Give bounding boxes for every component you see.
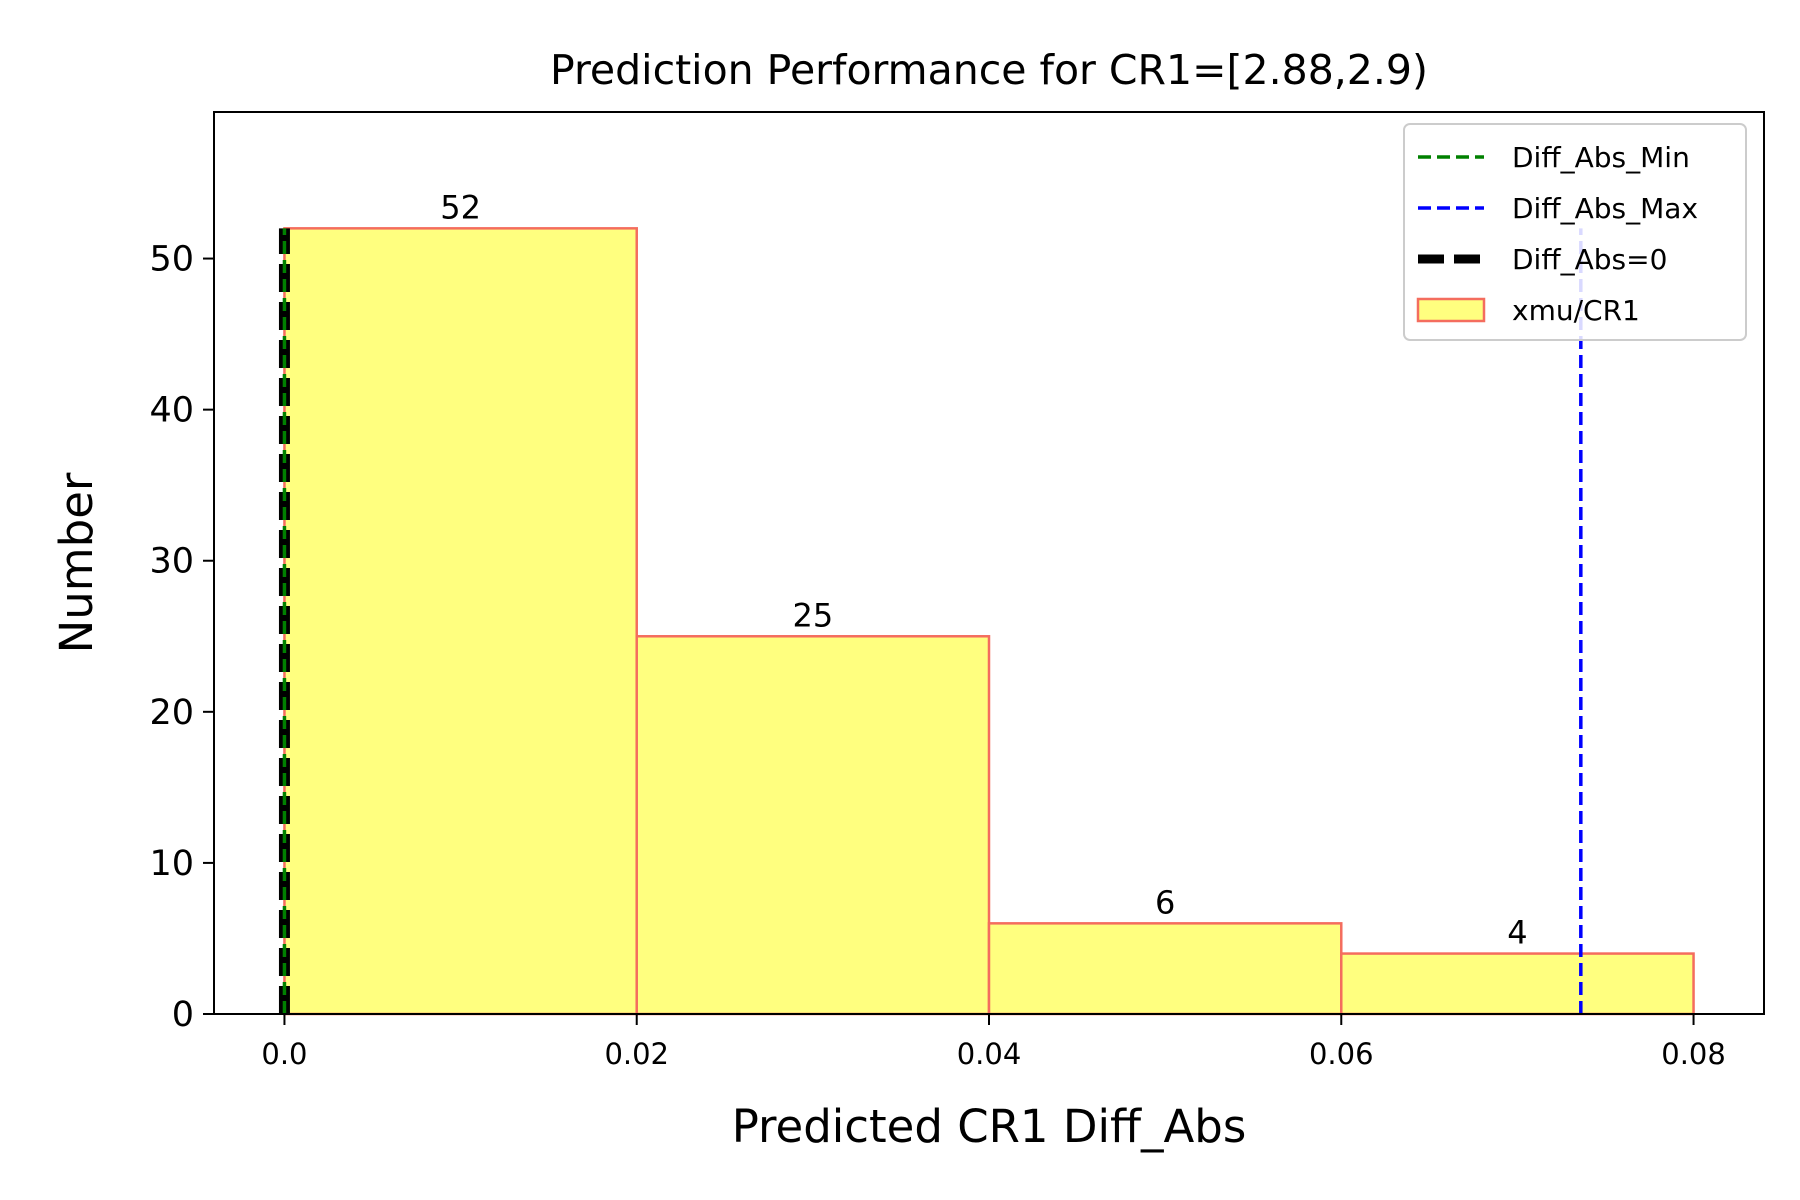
bar-label-3: 4 bbox=[1507, 914, 1527, 952]
y-tick-label: 50 bbox=[149, 240, 194, 280]
x-tick-label: 0.04 bbox=[957, 1037, 1022, 1071]
x-axis-ticks: 0.0 0.02 0.04 0.06 0.08 bbox=[261, 1014, 1726, 1071]
bar-label-0: 52 bbox=[440, 188, 481, 226]
legend-label-diff-abs-min: Diff_Abs_Min bbox=[1512, 141, 1690, 174]
bar-label-2: 6 bbox=[1155, 883, 1175, 921]
y-axis-ticks: 0 10 20 30 40 50 bbox=[149, 240, 214, 1035]
x-tick-label: 0.0 bbox=[261, 1037, 307, 1071]
bar-1 bbox=[635, 635, 991, 1016]
bar-3 bbox=[1340, 952, 1695, 1016]
vlines-group bbox=[278, 228, 1583, 1014]
legend-label-diff-abs-0: Diff_Abs=0 bbox=[1512, 243, 1667, 276]
x-tick-label: 0.02 bbox=[604, 1037, 669, 1071]
x-axis-label: Predicted CR1 Diff_Abs bbox=[732, 1100, 1247, 1153]
bar-label-1: 25 bbox=[793, 596, 834, 634]
bar-0 bbox=[283, 227, 638, 1016]
bar-labels-group: 52 25 6 4 bbox=[440, 188, 1527, 951]
x-tick-label: 0.06 bbox=[1309, 1037, 1374, 1071]
y-tick-label: 10 bbox=[149, 844, 194, 884]
y-tick-label: 30 bbox=[149, 542, 194, 582]
legend-handle-xmu-cr1 bbox=[1416, 297, 1486, 323]
legend-label-diff-abs-max: Diff_Abs_Max bbox=[1512, 192, 1698, 225]
legend: Diff_Abs_Min Diff_Abs_Max Diff_Abs=0 xmu/CR… bbox=[1403, 123, 1747, 341]
y-tick-label: 20 bbox=[149, 693, 194, 733]
bars-group bbox=[283, 227, 1695, 1016]
x-tick-label: 0.08 bbox=[1661, 1037, 1726, 1071]
y-tick-label: 40 bbox=[149, 391, 194, 431]
y-tick-label: 0 bbox=[172, 995, 194, 1035]
legend-box bbox=[1403, 123, 1747, 341]
chart-title: Prediction Performance for CR1=[2.88,2.9… bbox=[550, 46, 1428, 94]
y-axis-label: Number bbox=[50, 472, 103, 653]
bar-2 bbox=[987, 922, 1343, 1016]
legend-label-xmu-cr1: xmu/CR1 bbox=[1512, 294, 1640, 327]
